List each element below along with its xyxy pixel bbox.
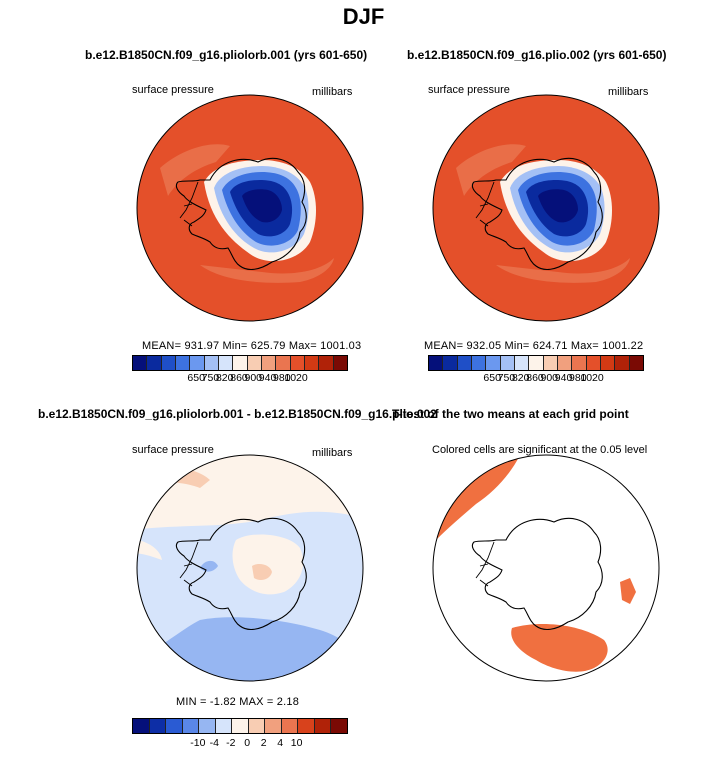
panel-2-map (433, 95, 659, 321)
colorbar-2-tick-label: 900 (540, 372, 559, 384)
colorbar-3-tick-label: -10 (190, 737, 206, 749)
colorbar-1-swatch (175, 356, 191, 370)
colorbar-1-swatch (333, 356, 347, 370)
panel-2-stats: MEAN= 932.05 Min= 624.71 Max= 1001.22 (424, 340, 644, 352)
colorbar-3-swatch (182, 719, 200, 733)
colorbar-2-swatch (471, 356, 487, 370)
colorbar-2-swatch (543, 356, 558, 370)
colorbar-1-swatch (247, 356, 262, 370)
colorbar-2-swatch (572, 356, 587, 370)
colorbar-1-swatch (204, 356, 219, 370)
colorbar-2-ticks: 650 750 820 860 900 940 980 1020 (428, 372, 642, 386)
panel-4-title: T-test of the two means at each grid poi… (392, 407, 629, 421)
colorbar-3-swatch (281, 719, 299, 733)
colorbar-1-swatch (290, 356, 305, 370)
colorbar-1-swatch (218, 356, 234, 370)
colorbar-2-swatch (443, 356, 458, 370)
colorbar-2-swatch (586, 356, 601, 370)
colorbar-1-swatch (261, 356, 277, 370)
panel-2-title: b.e12.B1850CN.f09_g16.plio.002 (yrs 601-… (407, 48, 667, 62)
panel-4-map (433, 455, 659, 681)
colorbar-2-swatch (429, 356, 444, 370)
colorbar-1-swatch (233, 356, 248, 370)
colorbar-2-swatch (615, 356, 630, 370)
colorbar-3-swatch (314, 719, 332, 733)
colorbar-2-tick-label: 1020 (580, 372, 604, 384)
colorbar-1-tick-label: 900 (244, 372, 263, 384)
colorbar-1-swatch (276, 356, 291, 370)
colorbar-1-swatch (190, 356, 205, 370)
panel-2-variable-label: surface pressure (428, 84, 510, 96)
panel-3-map-border (136, 454, 364, 682)
colorbar-2-tick-label: 650 (483, 372, 501, 384)
panel-4-note-label: Colored cells are significant at the 0.0… (432, 444, 648, 456)
colorbar-2-swatch (457, 356, 472, 370)
colorbar-2-tick-label: 860 (526, 372, 544, 384)
colorbar-3-swatch (215, 719, 233, 733)
colorbar-3-tick-label: 4 (277, 737, 284, 749)
colorbar-3-swatch (298, 719, 315, 733)
colorbar-3-swatch (331, 719, 347, 733)
panel-1-variable-label: surface pressure (132, 84, 214, 96)
colorbar-2-swatch (557, 356, 573, 370)
panel-1-title: b.e12.B1850CN.f09_g16.pliolorb.001 (yrs … (85, 48, 368, 62)
colorbar-1-tick-label: 940 (258, 372, 277, 384)
colorbar-3-tick-label: -4 (209, 737, 219, 749)
panel-3-variable-label: surface pressure (132, 444, 214, 456)
colorbar-1 (132, 355, 348, 371)
colorbar-1-tick-label: 860 (230, 372, 248, 384)
colorbar-1-tick-label: 980 (273, 372, 291, 384)
colorbar-3-swatch (149, 719, 167, 733)
colorbar-2-swatch (486, 356, 501, 370)
colorbar-1-ticks: 650 750 820 860 900 940 980 1020 (132, 372, 346, 386)
colorbar-2-swatch (514, 356, 530, 370)
colorbar-3-swatch (199, 719, 216, 733)
panel-3-stats: MIN = -1.82 MAX = 2.18 (176, 696, 300, 708)
panel-2-units-label: millibars (608, 86, 649, 98)
colorbar-1-swatch (304, 356, 320, 370)
panel-3-map (137, 455, 363, 681)
colorbar-3-tick-label: 2 (260, 737, 267, 749)
panel-1-map (137, 95, 363, 321)
colorbar-2-swatch (629, 356, 643, 370)
colorbar-1-swatch (161, 356, 176, 370)
colorbar-2-tick-label: 750 (497, 372, 516, 384)
panel-1-map-border (136, 94, 364, 322)
colorbar-3-swatch (248, 719, 266, 733)
panel-1-stats: MEAN= 931.97 Min= 625.79 Max= 1001.03 (142, 340, 362, 352)
colorbar-3-swatch (232, 719, 249, 733)
colorbar-3-swatch (265, 719, 282, 733)
panel-3-units-label: millibars (312, 447, 353, 459)
colorbar-3-tick-label: -2 (226, 737, 236, 749)
colorbar-2-swatch (500, 356, 515, 370)
colorbar-2-tick-label: 940 (554, 372, 573, 384)
colorbar-3-swatch (166, 719, 183, 733)
colorbar-1-tick-label: 820 (215, 372, 234, 384)
panel-4-map-border (432, 454, 660, 682)
colorbar-3-tick-label: 0 (244, 737, 251, 749)
colorbar-2 (428, 355, 644, 371)
colorbar-3-ticks: -10 -4 -2 0 2 4 10 (132, 737, 346, 751)
colorbar-1-tick-label: 1020 (284, 372, 308, 384)
colorbar-2-tick-label: 980 (569, 372, 587, 384)
colorbar-1-swatch (319, 356, 334, 370)
panel-3-title: b.e12.B1850CN.f09_g16.pliolorb.001 - b.e… (38, 407, 437, 421)
colorbar-1-tick-label: 650 (187, 372, 205, 384)
figure-title: DJF (342, 4, 385, 29)
colorbar-1-tick-label: 750 (201, 372, 220, 384)
colorbar-3-tick-label: 10 (290, 737, 303, 749)
colorbar-1-swatch (147, 356, 162, 370)
colorbar-2-tick-label: 820 (511, 372, 530, 384)
colorbar-3-swatch (133, 719, 150, 733)
panel-2-map-border (432, 94, 660, 322)
panel-1-units-label: millibars (312, 86, 353, 98)
colorbar-2-swatch (600, 356, 616, 370)
colorbar-2-swatch (529, 356, 544, 370)
colorbar-1-swatch (133, 356, 148, 370)
colorbar-3 (132, 718, 348, 734)
